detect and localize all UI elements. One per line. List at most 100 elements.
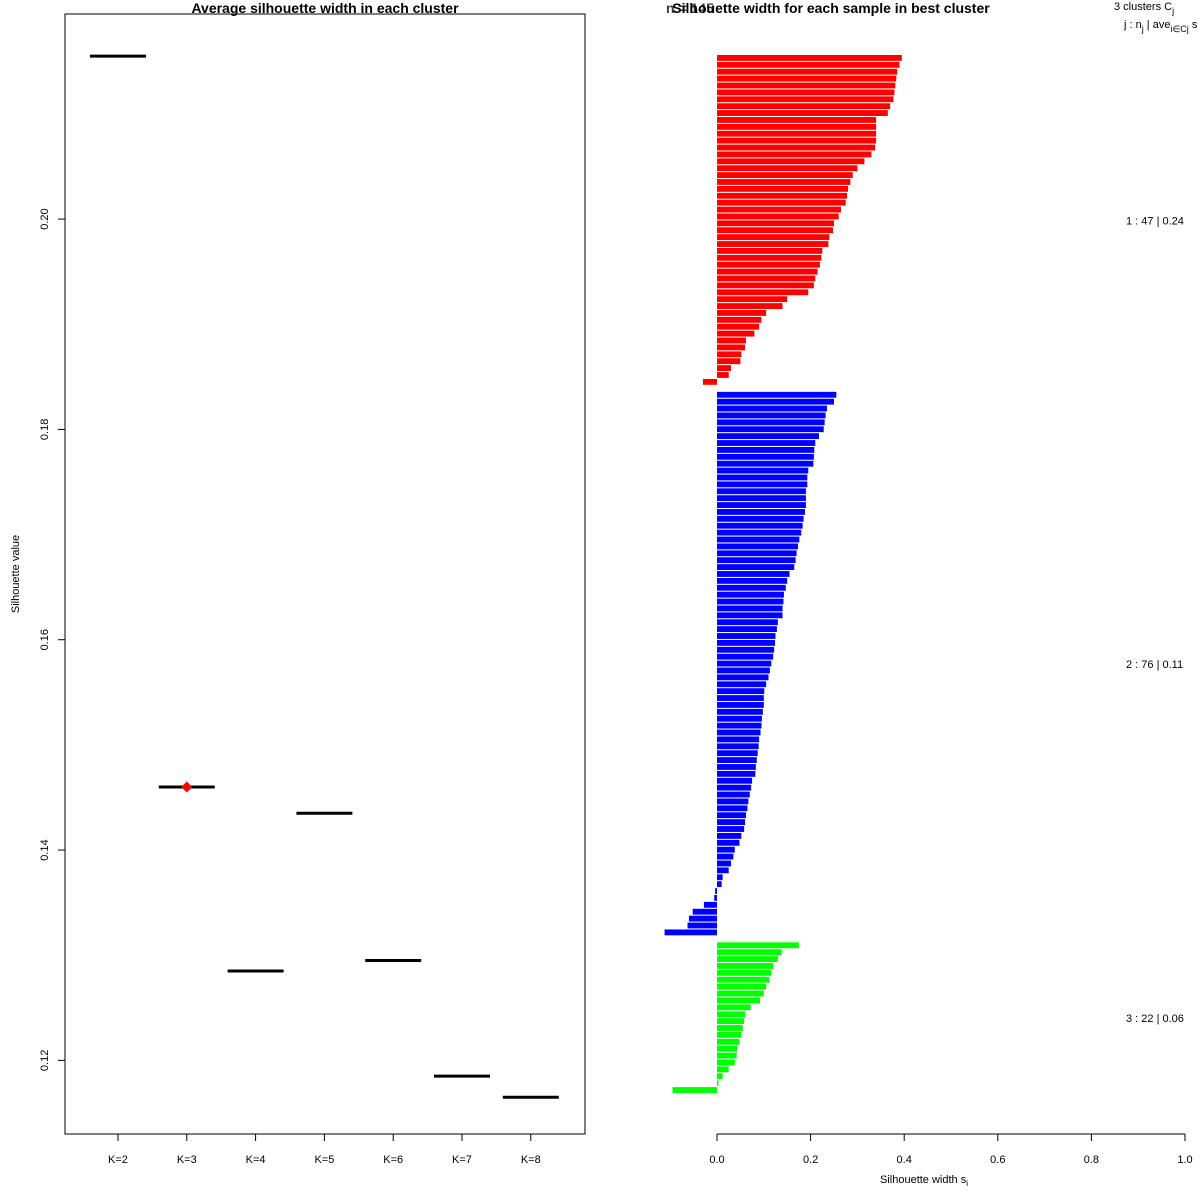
left-y-tick-label: 0.14: [39, 839, 51, 860]
silhouette-bar: [717, 241, 829, 247]
silhouette-bar: [717, 481, 808, 488]
silhouette-bar: [717, 626, 777, 633]
left-marks: [90, 54, 559, 1099]
silhouette-bar: [717, 1080, 719, 1087]
silhouette-bar: [717, 681, 767, 688]
silhouette-bar: [717, 179, 851, 185]
silhouette-bar: [717, 522, 803, 529]
silhouette-bar: [717, 103, 891, 110]
silhouette-bar: [717, 337, 747, 344]
silhouette-bar: [717, 750, 758, 757]
silhouette-bar: [717, 365, 732, 372]
silhouette-bar: [717, 254, 822, 261]
silhouette-bar: [717, 695, 764, 701]
silhouette-bar: [717, 543, 798, 550]
silhouette-bar: [717, 488, 806, 495]
silhouette-bar: [717, 956, 778, 963]
right-x-tick-label: 0.4: [897, 1154, 912, 1166]
best-k-marker: [181, 781, 193, 793]
silhouette-bar: [717, 1018, 745, 1025]
silhouette-bar: [717, 812, 747, 819]
silhouette-bar: [717, 330, 755, 337]
silhouette-bar: [717, 722, 762, 729]
silhouette-bar: [717, 963, 774, 969]
silhouette-bar: [717, 412, 826, 419]
legend-header-line2-mid: | ave: [1144, 19, 1171, 31]
silhouette-bar: [717, 846, 735, 853]
left-plot-frame: [64, 13, 586, 1135]
silhouette-bar: [717, 571, 790, 577]
silhouette-bar: [717, 976, 770, 983]
silhouette-bar: [717, 82, 896, 89]
silhouette-bar: [717, 282, 814, 289]
silhouette-bar: [717, 1038, 740, 1045]
right-x-axis: 0.0 0.2 0.4 0.6 0.8 1.0: [709, 1133, 1193, 1166]
silhouette-bar: [714, 895, 717, 901]
silhouette-bar: [717, 529, 802, 536]
silhouette-bar: [717, 639, 776, 646]
legend-header-line2-sub2: i∈Cj: [1170, 24, 1188, 34]
right-x-tick-label: 0.2: [803, 1154, 818, 1166]
silhouette-bar: [717, 192, 848, 199]
silhouette-bar: [717, 1066, 729, 1073]
left-y-tick-label: 0.16: [39, 629, 51, 650]
silhouette-bar: [717, 777, 753, 784]
silhouette-bar: [717, 351, 742, 358]
silhouette-bar: [717, 577, 788, 584]
silhouette-bar: [717, 1011, 746, 1018]
silhouette-bar: [717, 867, 729, 874]
silhouette-bar: [717, 75, 897, 82]
silhouette-bar: [717, 805, 748, 812]
silhouette-bar: [717, 213, 839, 220]
silhouette-bar: [717, 433, 820, 440]
silhouette-bar: [664, 929, 717, 936]
silhouette-bar: [717, 1059, 735, 1066]
silhouette-bar: [717, 584, 786, 591]
silhouette-bar: [717, 969, 772, 976]
legend-header-line1-sub: j: [1171, 6, 1174, 16]
left-chart-title: Average silhouette width in each cluster: [191, 0, 459, 16]
right-bars: [664, 55, 902, 1093]
right-chart-title: Silhouette width for each sample in best…: [672, 0, 990, 16]
silhouette-bar: [717, 605, 783, 612]
silhouette-bar: [717, 619, 778, 626]
silhouette-bar: [717, 358, 741, 365]
silhouette-bar: [717, 798, 749, 805]
right-x-axis-label-text: Silhouette width s: [880, 1174, 967, 1186]
silhouette-bar: [717, 261, 820, 268]
cluster-label: 2 : 76 | 0.11: [1126, 659, 1183, 671]
silhouette-bar: [717, 881, 722, 888]
silhouette-bar: [717, 702, 764, 708]
silhouette-bar: [717, 247, 823, 254]
silhouette-bar: [717, 151, 872, 158]
silhouette-bar: [717, 199, 846, 206]
silhouette-bar: [717, 791, 750, 798]
silhouette-bar: [717, 110, 888, 116]
silhouette-bar: [717, 674, 769, 681]
silhouette-bar: [717, 440, 816, 446]
legend-header-line2: j : nj | avei∈Cj s: [1123, 19, 1198, 34]
silhouette-bar: [717, 144, 876, 151]
silhouette-bar: [717, 770, 756, 777]
silhouette-bar: [717, 502, 806, 508]
left-panel: Average silhouette width in each cluster…: [10, 0, 586, 1166]
silhouette-bar: [717, 509, 805, 515]
silhouette-bar: [717, 853, 734, 860]
silhouette-bar: [717, 227, 834, 234]
silhouette-bar: [717, 391, 837, 398]
silhouette-bar: [717, 446, 815, 453]
silhouette-bar: [717, 983, 767, 990]
left-x-tick-label: K=7: [452, 1154, 472, 1166]
silhouette-bar: [717, 598, 784, 605]
silhouette-bar: [717, 743, 759, 750]
silhouette-bar: [717, 874, 723, 881]
silhouette-bar: [717, 646, 775, 653]
silhouette-bar: [717, 736, 760, 743]
left-x-tick-label: K=6: [383, 1154, 403, 1166]
silhouette-bar: [717, 832, 742, 839]
silhouette-bar: [715, 888, 717, 894]
right-x-tick-label: 0.6: [990, 1154, 1005, 1166]
silhouette-bar: [717, 942, 799, 949]
left-y-tick-label: 0.12: [39, 1050, 51, 1071]
silhouette-bar: [717, 398, 834, 405]
